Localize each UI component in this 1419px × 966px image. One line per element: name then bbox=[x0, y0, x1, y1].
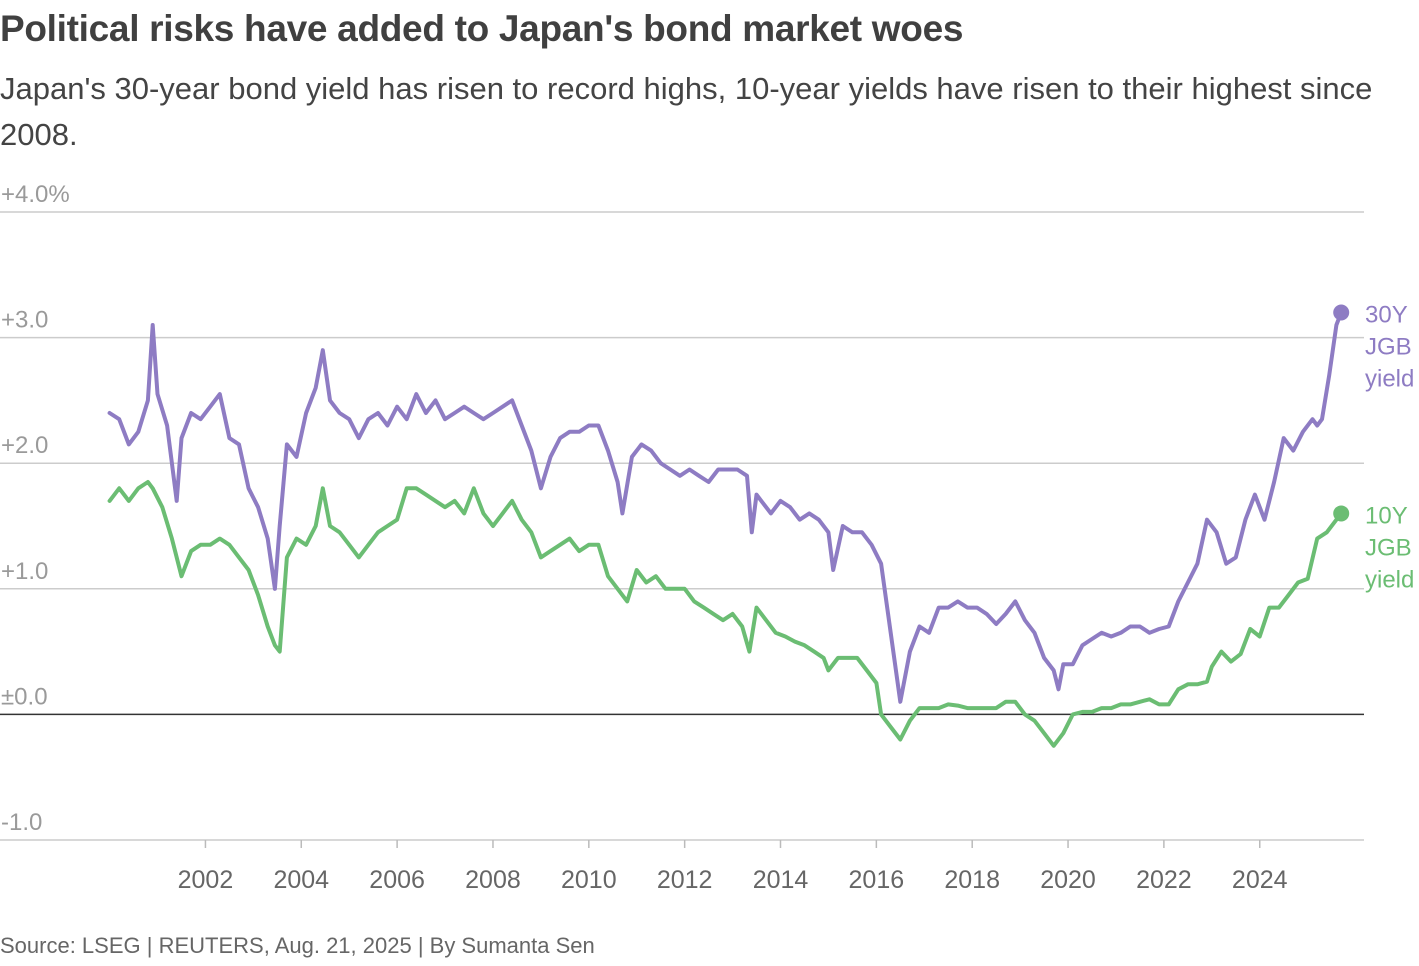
y-tick-label: ±0.0 bbox=[1, 683, 48, 710]
x-tick-label: 2018 bbox=[944, 866, 1000, 894]
x-tick-label: 2008 bbox=[465, 866, 521, 894]
series-lines bbox=[107, 304, 1350, 748]
series-line-10y bbox=[107, 480, 1344, 748]
series-label-10y: JGB bbox=[1365, 534, 1412, 561]
chart-title: Political risks have added to Japan's bo… bbox=[0, 8, 964, 49]
x-tick-label: 2020 bbox=[1040, 866, 1096, 894]
x-axis: 2002 2004 2006 2008 2010 2012 2014 2016 2018 2020… bbox=[178, 840, 1288, 894]
x-tick-label: 2014 bbox=[753, 866, 809, 894]
y-tick-label: +1.0 bbox=[1, 558, 48, 585]
series-label-10y: yield bbox=[1365, 566, 1414, 593]
endpoint-marker-10y bbox=[1333, 505, 1350, 522]
x-tick-label: 2006 bbox=[369, 866, 425, 894]
series-label-30y: JGB bbox=[1365, 333, 1412, 360]
gridlines bbox=[0, 211, 1364, 841]
y-tick-label: +2.0 bbox=[1, 432, 48, 459]
x-tick-label: 2024 bbox=[1232, 866, 1288, 894]
series-label-10y: 10Y bbox=[1365, 502, 1408, 529]
x-tick-label: 2012 bbox=[657, 866, 713, 894]
y-tick-label: +4.0% bbox=[1, 181, 70, 208]
x-tick-label: 2022 bbox=[1136, 866, 1192, 894]
x-tick-label: 2016 bbox=[849, 866, 905, 894]
endpoint-marker-30y bbox=[1333, 304, 1350, 321]
source-note: Source: LSEG | REUTERS, Aug. 21, 2025 | … bbox=[0, 933, 595, 958]
chart-subtitle: Japan's 30-year bond yield has risen to … bbox=[0, 71, 1373, 152]
y-axis: +4.0% +3.0 +2.0 +1.0 ±0.0 -1.0 bbox=[1, 181, 70, 836]
x-tick-label: 2010 bbox=[561, 866, 617, 894]
series-label-30y: yield bbox=[1365, 365, 1414, 392]
y-tick-label: +3.0 bbox=[1, 307, 48, 334]
x-tick-label: 2004 bbox=[273, 866, 329, 894]
x-tick-label: 2002 bbox=[178, 866, 234, 894]
series-labels: 30Y JGB yield 10Y JGB yield bbox=[1365, 301, 1414, 593]
y-tick-label: -1.0 bbox=[1, 809, 42, 836]
series-line-30y bbox=[107, 310, 1344, 704]
series-label-30y: 30Y bbox=[1365, 301, 1408, 328]
